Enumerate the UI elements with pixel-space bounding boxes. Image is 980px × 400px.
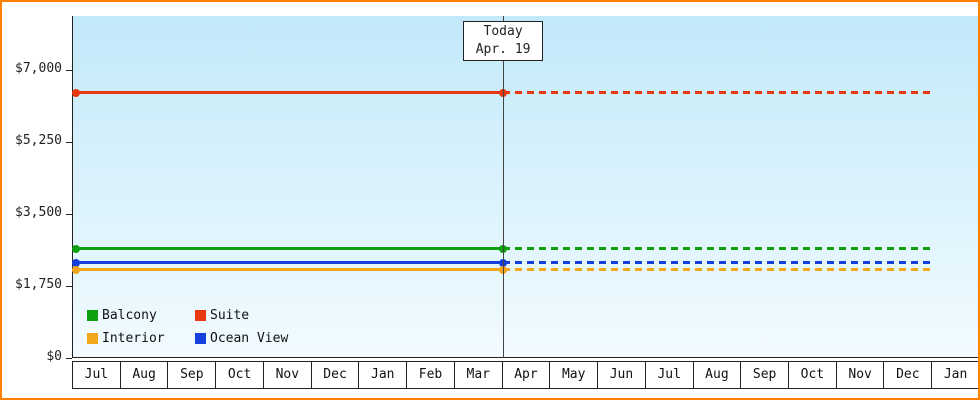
x-month-label: Dec [883,361,933,389]
x-axis-month-labels: Jul Aug Sep Oct Nov Dec Jan Feb Mar Apr May Jun Jul A… [72,361,978,389]
x-month-label: Nov [262,361,312,389]
x-month-label: Jun [597,361,646,389]
y-tick-mark [66,69,72,71]
y-tick-label: $3,500 [15,205,62,220]
x-month-label: May [549,361,599,389]
x-month-label: Jul [72,361,121,389]
legend-item-ocean-view: Ocean View [195,331,288,346]
x-month-label: Apr [501,361,551,389]
x-month-label: Nov [835,361,885,389]
x-month-label: Oct [215,361,264,389]
series-line-dashed-balcony [503,247,934,251]
legend: Balcony Suite Interior Ocean View [87,308,288,346]
legend-swatch [195,310,206,321]
legend-item-suite: Suite [195,308,288,323]
series-line-solid-suite [73,91,504,95]
x-month-label: Aug [692,361,742,389]
legend-swatch [87,310,98,321]
x-month-label: Oct [788,361,837,389]
x-month-label: Aug [119,361,169,389]
legend-label: Balcony [102,308,157,323]
series-line-dashed-ocean-view [503,261,934,265]
y-tick-label: $1,750 [15,277,62,292]
legend-label: Ocean View [210,331,289,346]
series-line-solid-interior [73,268,504,272]
y-tick-mark [66,141,72,143]
y-tick-mark [66,213,72,215]
series-start-dot [72,88,80,97]
y-tick-label: $5,250 [15,133,62,148]
legend-label: Interior [102,331,165,346]
y-tick-label: $0 [46,349,62,364]
legend-item-interior: Interior [87,331,183,346]
x-month-label: Jan [931,361,978,389]
x-month-label: Jul [644,361,694,389]
series-line-solid-balcony [73,247,504,251]
x-month-label: Dec [310,361,360,389]
x-month-label: Jan [358,361,408,389]
series-line-solid-ocean-view [73,261,504,265]
plot-area: Today Apr. 19 Balcony Suite Interior Ocean … [72,16,978,358]
today-annotation: Today Apr. 19 [463,21,544,61]
legend-label: Suite [210,308,250,323]
series-line-dashed-interior [503,268,934,272]
legend-swatch [195,333,206,344]
today-marker-line [502,16,504,358]
series-start-dot [72,244,80,253]
x-month-label: Mar [453,361,503,389]
x-month-label: Sep [740,361,790,389]
x-month-label: Feb [406,361,455,389]
y-tick-label: $7,000 [15,61,62,76]
today-annotation-date: Apr. 19 [475,42,531,57]
legend-item-balcony: Balcony [87,308,183,323]
series-start-dot [72,265,80,274]
y-tick-mark [66,357,72,359]
today-annotation-title: Today [483,24,523,39]
series-start-dot [72,258,80,267]
legend-swatch [87,333,98,344]
x-month-label: Sep [167,361,217,389]
series-line-dashed-suite [503,91,934,95]
y-tick-mark [66,285,72,287]
